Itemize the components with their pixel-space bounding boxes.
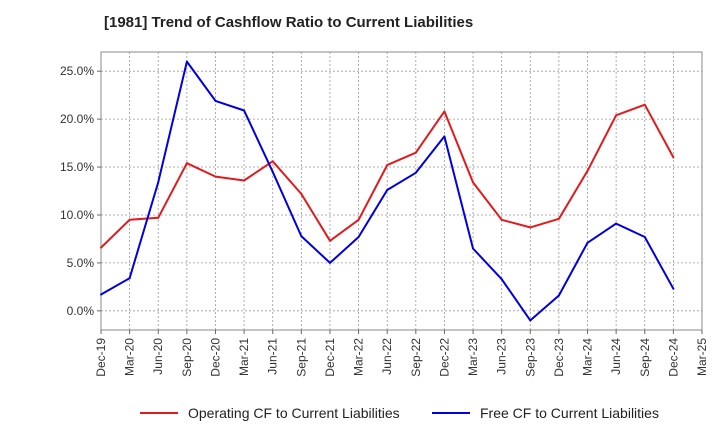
data-point-0 <box>443 110 446 113</box>
data-point-0 <box>185 162 188 165</box>
y-axis-ticks: 0.0% 5.0% 10.0% 15.0% 20.0% 25.0% <box>60 64 101 318</box>
legend-label-free-cf: Free CF to Current Liabilities <box>480 405 659 421</box>
x-tick-label: Dec-22 <box>437 338 451 377</box>
data-point-1 <box>328 261 331 264</box>
data-point-1 <box>643 236 646 239</box>
x-tick-label: Mar-24 <box>581 338 595 376</box>
legend: Operating CF to Current Liabilities Free… <box>0 405 720 425</box>
x-tick-label: Dec-24 <box>666 338 680 377</box>
data-point-0 <box>586 169 589 172</box>
data-point-0 <box>300 192 303 195</box>
data-point-1 <box>386 189 389 192</box>
x-axis-ticks: Dec-19 Mar-20 Jun-20 Sep-20 Dec-20 Mar-21 Jun-… <box>94 330 709 377</box>
x-tick-label: Dec-21 <box>323 338 337 377</box>
x-tick-label: Jun-24 <box>609 338 623 375</box>
data-point-1 <box>500 278 503 281</box>
legend-item-free-cf: Free CF to Current Liabilities <box>432 405 659 421</box>
grid-lines <box>100 52 703 330</box>
x-tick-label: Sep-24 <box>638 338 652 377</box>
x-tick-label: Dec-20 <box>208 338 222 377</box>
x-tick-label: Dec-23 <box>552 338 566 377</box>
data-point-0 <box>100 246 102 249</box>
legend-label-operating-cf: Operating CF to Current Liabilities <box>188 405 400 421</box>
x-tick-label: Mar-25 <box>695 338 709 376</box>
legend-item-operating-cf: Operating CF to Current Liabilities <box>140 405 400 421</box>
x-tick-label: Jun-23 <box>495 338 509 375</box>
x-tick-label: Mar-22 <box>352 338 366 376</box>
data-point-0 <box>414 151 417 154</box>
data-point-1 <box>357 236 360 239</box>
data-point-1 <box>615 222 618 225</box>
data-point-1 <box>243 109 246 112</box>
x-tick-label: Sep-20 <box>180 338 194 377</box>
x-tick-label: Sep-22 <box>409 338 423 377</box>
legend-swatch-free-cf <box>432 412 470 414</box>
data-point-0 <box>271 160 274 163</box>
data-point-1 <box>185 60 188 63</box>
x-tick-label: Mar-23 <box>466 338 480 376</box>
data-point-0 <box>672 156 675 159</box>
data-point-0 <box>357 218 360 221</box>
data-point-1 <box>529 319 532 322</box>
data-point-0 <box>500 218 503 221</box>
y-tick-label: 5.0% <box>67 256 95 270</box>
data-point-0 <box>157 216 160 219</box>
data-point-0 <box>643 103 646 106</box>
data-point-1 <box>100 293 102 296</box>
x-tick-label: Sep-21 <box>294 338 308 377</box>
y-tick-label: 0.0% <box>67 304 95 318</box>
data-point-1 <box>128 277 131 280</box>
x-tick-label: Jun-20 <box>151 338 165 375</box>
data-point-0 <box>214 175 217 178</box>
legend-swatch-operating-cf <box>140 412 178 414</box>
x-tick-label: Jun-21 <box>266 338 280 375</box>
series-lines <box>100 60 675 322</box>
data-point-1 <box>157 181 160 184</box>
data-point-0 <box>386 164 389 167</box>
data-point-1 <box>414 171 417 174</box>
x-tick-label: Mar-20 <box>123 338 137 376</box>
data-point-1 <box>271 170 274 173</box>
data-point-1 <box>586 241 589 244</box>
x-tick-label: Jun-22 <box>380 338 394 375</box>
data-point-1 <box>300 235 303 238</box>
x-tick-label: Mar-21 <box>237 338 251 376</box>
data-point-0 <box>472 181 475 184</box>
data-point-0 <box>243 179 246 182</box>
data-point-1 <box>672 287 675 290</box>
y-tick-label: 20.0% <box>60 112 94 126</box>
x-tick-label: Dec-19 <box>94 338 108 377</box>
plot-frame <box>100 51 703 331</box>
data-point-1 <box>443 135 446 138</box>
x-tick-label: Sep-23 <box>523 338 537 377</box>
data-point-0 <box>557 217 560 220</box>
data-point-0 <box>328 239 331 242</box>
y-tick-label: 10.0% <box>60 208 94 222</box>
data-point-1 <box>472 247 475 250</box>
data-point-1 <box>214 99 217 102</box>
y-tick-label: 15.0% <box>60 160 94 174</box>
data-point-0 <box>529 226 532 229</box>
data-point-0 <box>128 218 131 221</box>
y-tick-label: 25.0% <box>60 64 94 78</box>
data-point-0 <box>615 114 618 117</box>
chart-title: [1981] Trend of Cashflow Ratio to Curren… <box>104 14 474 31</box>
data-point-1 <box>557 294 560 297</box>
